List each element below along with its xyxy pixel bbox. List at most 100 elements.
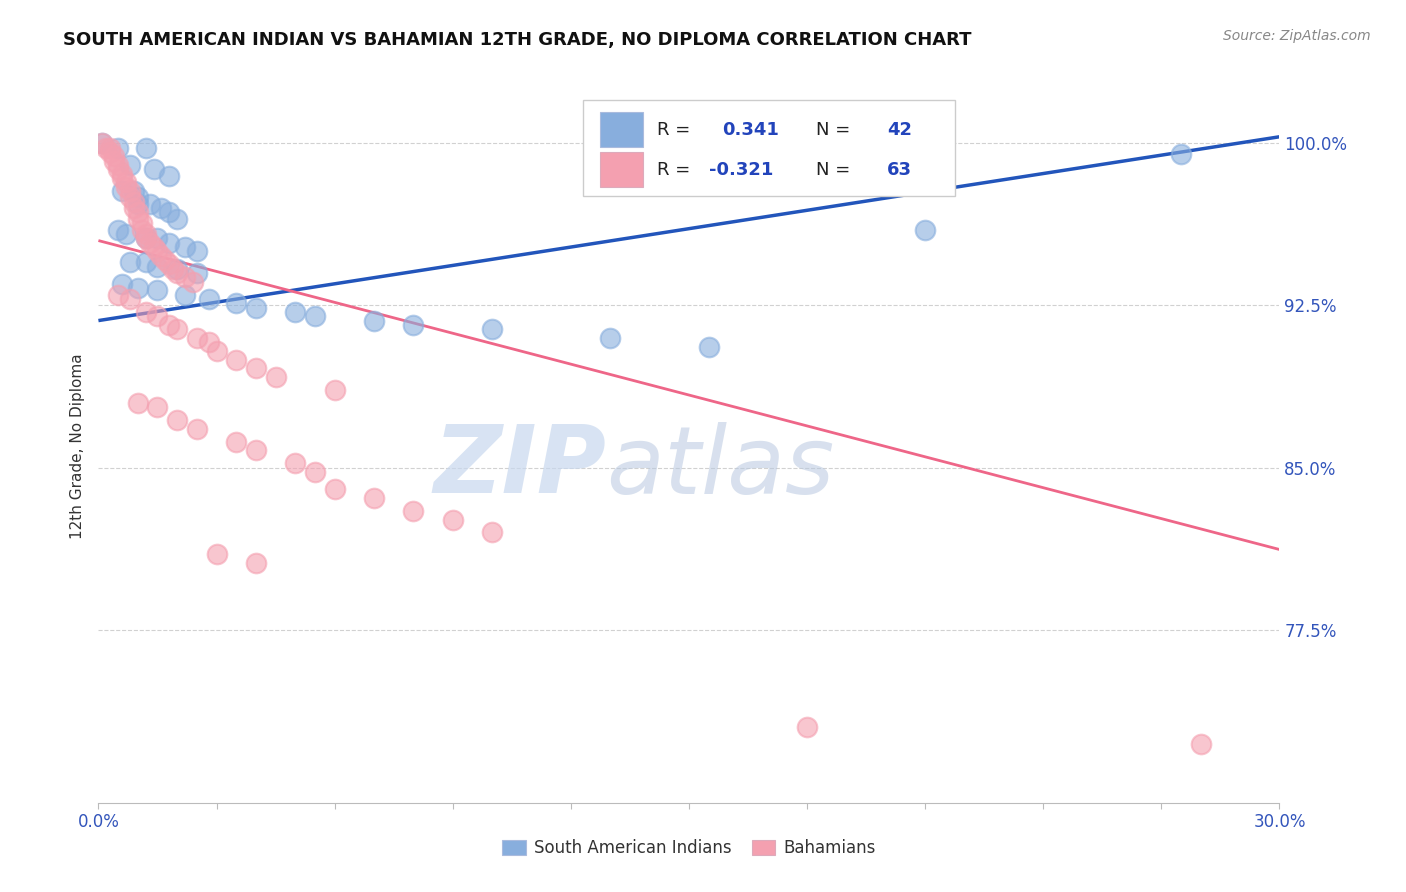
Point [174,270,197,285]
Point [205,547,228,561]
Text: Source: ZipAtlas.com: Source: ZipAtlas.com [1223,29,1371,43]
Point [138,196,160,211]
Point [225,296,247,310]
Point [122,194,145,209]
Point [174,287,197,301]
Point [146,260,169,274]
Point [107,140,129,154]
Point [157,169,180,183]
Point [284,456,307,470]
FancyBboxPatch shape [582,100,955,196]
Point [115,227,138,241]
Point [142,162,165,177]
Text: atlas: atlas [606,422,835,513]
Point [135,255,157,269]
Point [127,211,149,226]
Point [186,266,208,280]
Text: 0.341: 0.341 [723,121,779,139]
Text: 42: 42 [887,121,912,139]
Point [245,443,267,458]
Point [402,504,425,518]
Point [115,179,138,194]
Point [441,512,464,526]
Point [146,244,169,259]
Y-axis label: 12th Grade, No Diploma: 12th Grade, No Diploma [69,353,84,539]
Point [142,240,165,254]
Point [107,287,129,301]
Point [245,301,267,315]
Point [363,313,385,327]
Point [118,184,141,198]
Point [111,167,134,181]
Point [146,310,169,324]
Point [157,205,180,219]
Point [96,140,118,154]
Point [135,140,157,154]
Point [599,331,621,345]
Point [111,277,134,291]
Point [264,369,287,384]
Point [107,223,129,237]
Point [131,223,153,237]
Point [131,216,153,230]
Legend: South American Indians, Bahamians: South American Indians, Bahamians [494,831,884,866]
Point [98,145,121,159]
Point [1170,147,1192,161]
Point [118,255,141,269]
Point [1189,738,1212,752]
Point [103,149,125,163]
Point [166,211,188,226]
Point [197,335,219,350]
Point [115,175,138,189]
Point [157,257,180,271]
Point [127,196,149,211]
Point [166,266,188,280]
Point [135,305,157,319]
Point [91,136,114,151]
Point [146,283,169,297]
FancyBboxPatch shape [600,153,643,187]
Point [118,190,141,204]
Point [135,227,157,241]
Text: N =: N = [817,161,856,178]
Point [107,162,129,177]
Point [166,261,188,276]
Point [323,383,346,397]
Point [127,281,149,295]
Point [118,292,141,306]
Point [135,231,157,245]
Point [205,343,228,358]
Point [150,201,173,215]
Point [155,253,177,268]
Point [166,413,188,427]
Point [122,184,145,198]
Point [481,525,503,540]
Text: R =: R = [657,121,696,139]
Point [697,339,720,353]
Point [796,720,818,734]
Point [323,482,346,496]
Point [111,184,134,198]
Point [166,322,188,336]
Point [245,556,267,570]
Point [174,240,197,254]
Point [118,158,141,172]
Point [402,318,425,332]
Text: SOUTH AMERICAN INDIAN VS BAHAMIAN 12TH GRADE, NO DIPLOMA CORRELATION CHART: SOUTH AMERICAN INDIAN VS BAHAMIAN 12TH G… [63,31,972,49]
Point [162,261,184,276]
Point [304,310,326,324]
Point [157,235,180,250]
Text: 63: 63 [887,161,912,178]
Point [157,318,180,332]
Point [150,249,173,263]
Text: ZIP: ZIP [433,421,606,514]
Point [181,275,204,289]
Point [146,231,169,245]
Point [186,422,208,436]
Point [122,201,145,215]
Text: -0.321: -0.321 [709,161,773,178]
Point [98,140,121,154]
Point [225,434,247,449]
Point [481,322,503,336]
Point [186,331,208,345]
